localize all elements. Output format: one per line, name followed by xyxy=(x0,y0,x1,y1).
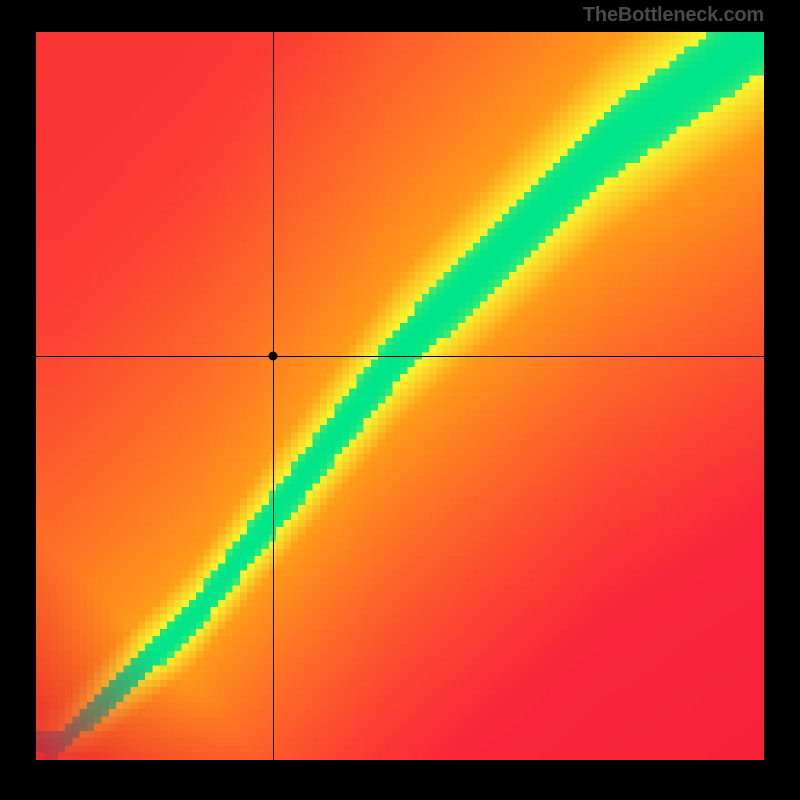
crosshair-dot xyxy=(268,351,277,360)
crosshair-horizontal xyxy=(36,356,764,357)
heatmap-plot xyxy=(36,32,764,760)
watermark-text: TheBottleneck.com xyxy=(583,4,764,27)
heatmap-canvas xyxy=(36,32,764,760)
crosshair-vertical xyxy=(273,32,274,760)
